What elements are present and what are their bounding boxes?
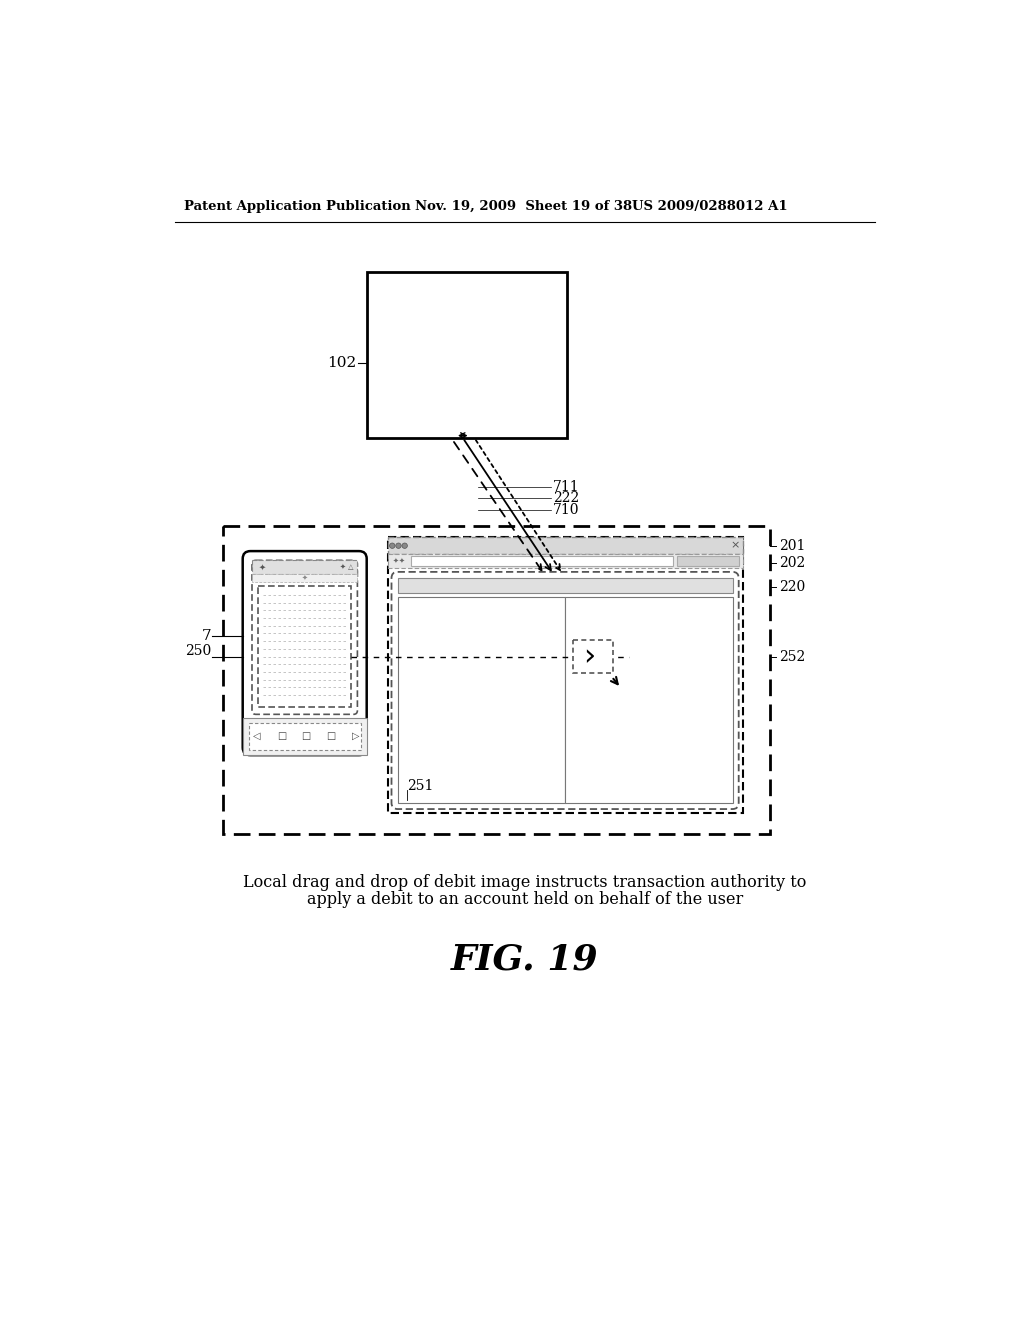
Text: ✦: ✦ <box>398 558 404 564</box>
Circle shape <box>402 543 408 548</box>
FancyBboxPatch shape <box>391 572 738 809</box>
Text: ›: › <box>583 642 595 671</box>
Bar <box>572 640 613 673</box>
Bar <box>388 554 742 568</box>
Text: ✦: ✦ <box>392 558 398 564</box>
Text: Local drag and drop of debit image instructs transaction authority to: Local drag and drop of debit image instr… <box>243 874 807 891</box>
Text: 202: 202 <box>779 557 805 570</box>
Bar <box>677 557 738 566</box>
Text: 252: 252 <box>779 651 805 664</box>
Text: apply a debit to an account held on behalf of the user: apply a debit to an account held on beha… <box>306 891 743 908</box>
Bar <box>397 597 565 803</box>
Text: 250: 250 <box>184 644 211 659</box>
FancyBboxPatch shape <box>252 560 357 714</box>
Text: 710: 710 <box>553 503 580 517</box>
Bar <box>249 723 360 750</box>
Text: US 2009/0288012 A1: US 2009/0288012 A1 <box>632 199 787 213</box>
Bar <box>367 272 566 438</box>
Text: 201: 201 <box>779 540 805 553</box>
Circle shape <box>395 543 401 548</box>
Text: □: □ <box>302 731 311 741</box>
Text: 220: 220 <box>779 579 805 594</box>
Bar <box>388 537 742 813</box>
Text: ×: × <box>730 541 739 550</box>
Text: Patent Application Publication: Patent Application Publication <box>183 199 411 213</box>
Bar <box>222 527 770 834</box>
Text: ✦: ✦ <box>258 562 265 572</box>
Bar <box>565 597 732 803</box>
Circle shape <box>389 543 395 548</box>
Text: Nov. 19, 2009  Sheet 19 of 38: Nov. 19, 2009 Sheet 19 of 38 <box>415 199 632 213</box>
Text: 711: 711 <box>553 479 580 494</box>
Text: ✦: ✦ <box>302 576 307 581</box>
Text: 251: 251 <box>407 779 433 793</box>
Bar <box>252 560 357 574</box>
Text: □: □ <box>327 731 336 741</box>
Text: 102: 102 <box>328 356 356 371</box>
Text: 7: 7 <box>202 628 211 643</box>
Text: FIG. 19: FIG. 19 <box>451 942 599 977</box>
Text: ◁: ◁ <box>253 731 260 741</box>
Text: □: □ <box>276 731 286 741</box>
Bar <box>258 586 351 706</box>
Text: 222: 222 <box>553 491 579 506</box>
Text: ▷: ▷ <box>352 731 359 741</box>
Bar <box>243 718 367 755</box>
Bar <box>252 574 357 582</box>
FancyBboxPatch shape <box>243 552 367 755</box>
Bar <box>411 557 673 566</box>
Bar <box>388 537 742 554</box>
Bar <box>397 578 732 594</box>
Text: ✦ △: ✦ △ <box>340 564 354 570</box>
